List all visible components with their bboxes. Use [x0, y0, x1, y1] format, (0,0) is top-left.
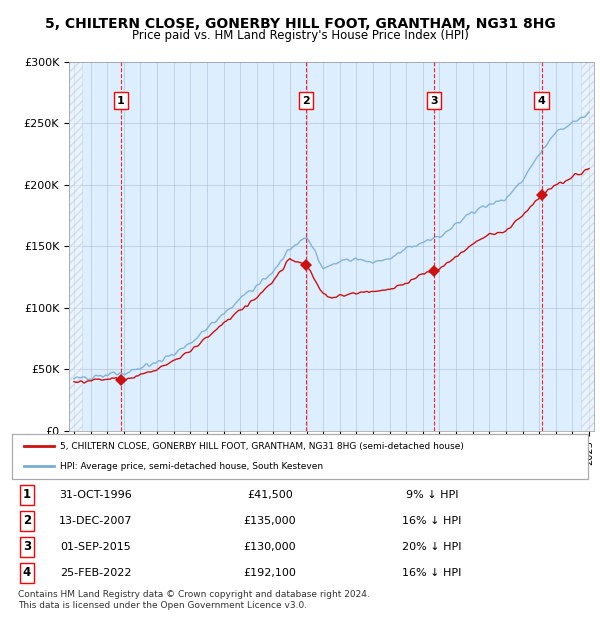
Text: HPI: Average price, semi-detached house, South Kesteven: HPI: Average price, semi-detached house,…: [60, 462, 323, 471]
Text: £135,000: £135,000: [244, 516, 296, 526]
Text: 3: 3: [430, 95, 438, 106]
Bar: [69, 62, 82, 431]
Text: 9% ↓ HPI: 9% ↓ HPI: [406, 490, 458, 500]
Text: Price paid vs. HM Land Registry's House Price Index (HPI): Price paid vs. HM Land Registry's House …: [131, 29, 469, 42]
Text: 4: 4: [23, 567, 31, 579]
Text: 16% ↓ HPI: 16% ↓ HPI: [403, 516, 461, 526]
Text: 01-SEP-2015: 01-SEP-2015: [61, 542, 131, 552]
Text: 20% ↓ HPI: 20% ↓ HPI: [402, 542, 462, 552]
Text: Contains HM Land Registry data © Crown copyright and database right 2024.
This d: Contains HM Land Registry data © Crown c…: [18, 590, 370, 609]
Text: £130,000: £130,000: [244, 542, 296, 552]
Text: 2: 2: [23, 515, 31, 527]
Text: 13-DEC-2007: 13-DEC-2007: [59, 516, 133, 526]
Text: 16% ↓ HPI: 16% ↓ HPI: [403, 568, 461, 578]
Text: 4: 4: [538, 95, 545, 106]
Text: 5, CHILTERN CLOSE, GONERBY HILL FOOT, GRANTHAM, NG31 8HG: 5, CHILTERN CLOSE, GONERBY HILL FOOT, GR…: [44, 17, 556, 32]
Text: 3: 3: [23, 541, 31, 553]
Bar: [581, 62, 594, 431]
Text: 25-FEB-2022: 25-FEB-2022: [60, 568, 132, 578]
Text: £41,500: £41,500: [247, 490, 293, 500]
Text: £192,100: £192,100: [244, 568, 296, 578]
Text: 1: 1: [117, 95, 125, 106]
Text: 2: 2: [302, 95, 310, 106]
Text: 1: 1: [23, 489, 31, 501]
Text: 5, CHILTERN CLOSE, GONERBY HILL FOOT, GRANTHAM, NG31 8HG (semi-detached house): 5, CHILTERN CLOSE, GONERBY HILL FOOT, GR…: [60, 442, 464, 451]
Text: 31-OCT-1996: 31-OCT-1996: [59, 490, 133, 500]
